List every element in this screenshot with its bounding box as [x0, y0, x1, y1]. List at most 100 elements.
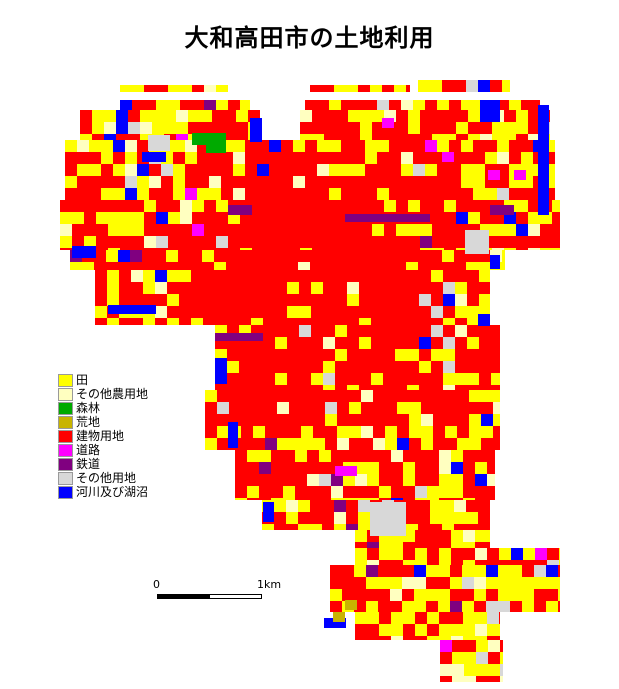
- map-cell: [509, 140, 521, 152]
- map-cell: [534, 565, 546, 577]
- map-cell: [355, 498, 367, 500]
- map-cell: [361, 426, 373, 438]
- map-cell: [454, 262, 466, 270]
- map-cell: [298, 500, 310, 512]
- map-cell: [156, 212, 168, 224]
- map-cell: [240, 248, 252, 250]
- map-cell: [391, 462, 403, 474]
- map-cell: [498, 589, 510, 601]
- map-cell: [245, 164, 257, 176]
- map-cell: [265, 414, 277, 426]
- map-cell: [239, 294, 251, 306]
- map-cell: [443, 337, 455, 349]
- map-cell: [463, 486, 475, 498]
- map-cell: [488, 676, 500, 682]
- map-cell: [500, 652, 503, 664]
- map-cell: [84, 236, 96, 248]
- map-cell: [516, 248, 528, 250]
- map-cell: [382, 85, 394, 92]
- map-cell: [373, 438, 385, 450]
- map-cell: [144, 224, 156, 236]
- map-cell: [173, 152, 185, 164]
- map-cell: [427, 450, 439, 462]
- map-cell: [432, 122, 444, 134]
- map-cell: [188, 110, 200, 122]
- map-cell: [413, 188, 425, 200]
- map-cell: [265, 390, 277, 402]
- map-cell: [203, 270, 215, 282]
- map-cell: [173, 188, 185, 200]
- map-cell-wasteland: [345, 600, 357, 610]
- map-cell: [239, 373, 251, 385]
- map-cell: [236, 134, 248, 140]
- map-cell: [408, 110, 420, 122]
- map-cell: [286, 262, 298, 270]
- map-cell: [319, 450, 331, 462]
- map-cell: [287, 318, 299, 325]
- map-cell: [355, 486, 367, 498]
- map-cell: [251, 294, 263, 306]
- map-cell: [180, 100, 192, 110]
- map-cell: [252, 248, 264, 250]
- map-cell-pond: [228, 422, 238, 448]
- map-cell: [516, 200, 528, 212]
- map-cell: [382, 250, 394, 262]
- map-cell: [475, 612, 487, 624]
- map-cell: [96, 224, 108, 236]
- map-cell: [311, 349, 323, 361]
- map-cell: [241, 426, 253, 438]
- map-cell: [457, 390, 469, 402]
- map-cell: [263, 337, 275, 349]
- map-cell: [77, 140, 89, 152]
- map-cell: [341, 188, 353, 200]
- map-cell: [335, 325, 347, 337]
- map-cell: [408, 134, 420, 140]
- map-cell: [432, 248, 444, 250]
- map-cell: [451, 498, 463, 500]
- map-cell: [247, 486, 259, 498]
- map-cell: [492, 236, 504, 248]
- map-cell: [403, 474, 415, 486]
- map-cell: [334, 262, 346, 270]
- map-cell: [227, 318, 239, 325]
- map-cell: [358, 524, 370, 530]
- map-cell: [348, 122, 360, 134]
- map-cell: [504, 110, 516, 122]
- map-cell: [120, 200, 132, 212]
- map-cell: [287, 270, 299, 282]
- map-cell: [330, 589, 342, 601]
- map-cell: [305, 176, 317, 188]
- map-cell: [324, 110, 336, 122]
- map-cell-pond: [480, 100, 500, 122]
- map-cell: [330, 577, 342, 589]
- map-cell: [439, 486, 451, 498]
- map-cell: [461, 176, 473, 188]
- map-cell: [498, 601, 510, 612]
- map-cell: [454, 524, 466, 530]
- map-cell: [132, 100, 144, 110]
- map-cell: [409, 438, 421, 450]
- map-cell: [355, 636, 367, 640]
- map-cell-pond: [478, 314, 490, 326]
- map-cell: [415, 548, 427, 560]
- map-cell: [379, 548, 391, 560]
- map-cell-pond: [324, 618, 346, 628]
- map-cell: [475, 530, 487, 542]
- map-cell: [119, 270, 131, 282]
- map-cell: [456, 200, 468, 212]
- map-cell: [479, 306, 490, 318]
- map-cell: [492, 122, 504, 134]
- map-cell: [397, 402, 409, 414]
- map-cell: [391, 624, 403, 636]
- map-cell: [132, 85, 144, 92]
- map-cell: [510, 601, 522, 612]
- map-cell: [263, 373, 275, 385]
- map-cell: [433, 438, 445, 450]
- map-cell: [377, 176, 389, 188]
- map-cell: [421, 414, 433, 426]
- map-cell: [341, 100, 353, 110]
- map-cell: [331, 450, 343, 462]
- map-cell: [444, 122, 456, 134]
- map-cell: [313, 426, 325, 438]
